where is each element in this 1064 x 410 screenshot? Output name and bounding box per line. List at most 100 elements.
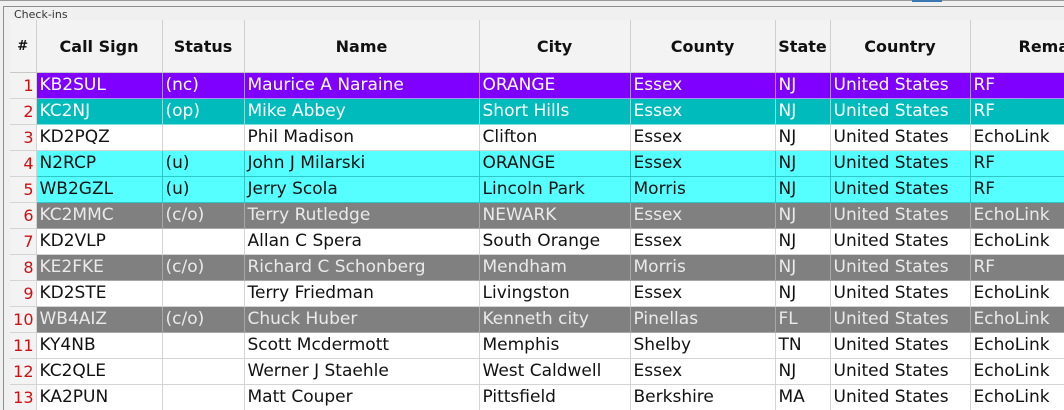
cell-call-sign[interactable]: KC2NJ xyxy=(36,98,163,125)
cell-name[interactable]: Phil Madison xyxy=(244,124,480,151)
cell-country[interactable]: United States xyxy=(830,332,971,359)
column-header-state[interactable]: State xyxy=(775,20,831,73)
cell-status[interactable]: (c/o) xyxy=(162,202,245,229)
cell-remarks[interactable]: RF xyxy=(970,254,1064,281)
cell-call-sign[interactable]: N2RCP xyxy=(36,150,163,177)
cell-remarks[interactable]: EchoLink xyxy=(970,280,1064,307)
cell-call-sign[interactable]: KY4NB xyxy=(36,332,163,359)
cell-city[interactable]: South Orange xyxy=(479,228,631,255)
column-header-county[interactable]: County xyxy=(630,20,776,73)
row-number[interactable]: 2 xyxy=(10,98,37,125)
table-row[interactable]: 11 KY4NB Scott Mcdermott Memphis Shelby TN Uni… xyxy=(10,332,1064,359)
cell-status[interactable]: (c/o) xyxy=(162,254,245,281)
cell-status[interactable] xyxy=(162,358,245,385)
cell-state[interactable]: NJ xyxy=(775,202,831,229)
cell-call-sign[interactable]: WB4AIZ xyxy=(36,306,163,333)
cell-county[interactable]: Morris xyxy=(630,254,776,281)
cell-country[interactable]: United States xyxy=(830,176,971,203)
cell-call-sign[interactable]: KD2STE xyxy=(36,280,163,307)
row-number[interactable]: 11 xyxy=(10,332,37,359)
cell-city[interactable]: West Caldwell xyxy=(479,358,631,385)
cell-county[interactable]: Pinellas xyxy=(630,306,776,333)
cell-county[interactable]: Shelby xyxy=(630,332,776,359)
column-header-name[interactable]: Name xyxy=(244,20,480,73)
cell-state[interactable]: NJ xyxy=(775,150,831,177)
table-row[interactable]: 12 KC2QLE Werner J Staehle West Caldwell Ess… xyxy=(10,358,1064,385)
row-number[interactable]: 6 xyxy=(10,202,37,229)
cell-name[interactable]: Jerry Scola xyxy=(244,176,480,203)
cell-remarks[interactable]: RF xyxy=(970,150,1064,177)
cell-call-sign[interactable]: KD2PQZ xyxy=(36,124,163,151)
cell-state[interactable]: TN xyxy=(775,332,831,359)
cell-country[interactable]: United States xyxy=(830,150,971,177)
cell-state[interactable]: NJ xyxy=(775,358,831,385)
cell-call-sign[interactable]: KE2FKE xyxy=(36,254,163,281)
cell-name[interactable]: Matt Couper xyxy=(244,384,480,410)
cell-city[interactable]: Kenneth city xyxy=(479,306,631,333)
cell-county[interactable]: Essex xyxy=(630,228,776,255)
cell-state[interactable]: FL xyxy=(775,306,831,333)
cell-country[interactable]: United States xyxy=(830,358,971,385)
cell-name[interactable]: Allan C Spera xyxy=(244,228,480,255)
cell-call-sign[interactable]: KC2MMC xyxy=(36,202,163,229)
row-number[interactable]: 12 xyxy=(10,358,37,385)
cell-state[interactable]: NJ xyxy=(775,124,831,151)
cell-country[interactable]: United States xyxy=(830,228,971,255)
column-header-number[interactable]: # xyxy=(10,20,37,73)
row-number[interactable]: 10 xyxy=(10,306,37,333)
cell-name[interactable]: Richard C Schonberg xyxy=(244,254,480,281)
cell-remarks[interactable]: EchoLink xyxy=(970,384,1064,410)
column-header-remarks[interactable]: Rema xyxy=(970,20,1064,73)
cell-status[interactable] xyxy=(162,228,245,255)
cell-county[interactable]: Essex xyxy=(630,124,776,151)
row-number[interactable]: 8 xyxy=(10,254,37,281)
cell-county[interactable]: Essex xyxy=(630,280,776,307)
row-number[interactable]: 3 xyxy=(10,124,37,151)
cell-name[interactable]: Maurice A Naraine xyxy=(244,72,480,99)
row-number[interactable]: 7 xyxy=(10,228,37,255)
cell-status[interactable] xyxy=(162,280,245,307)
cell-status[interactable]: (u) xyxy=(162,150,245,177)
cell-call-sign[interactable]: KC2QLE xyxy=(36,358,163,385)
table-row[interactable]: 7 KD2VLP Allan C Spera South Orange Essex NJ U… xyxy=(10,228,1064,255)
table-row[interactable]: 9 KD2STE Terry Friedman Livingston Essex NJ Un… xyxy=(10,280,1064,307)
cell-status[interactable] xyxy=(162,124,245,151)
cell-name[interactable]: Terry Rutledge xyxy=(244,202,480,229)
cell-status[interactable] xyxy=(162,332,245,359)
table-row[interactable]: 3 KD2PQZ Phil Madison Clifton Essex NJ United … xyxy=(10,124,1064,151)
cell-call-sign[interactable]: WB2GZL xyxy=(36,176,163,203)
cell-remarks[interactable]: RF xyxy=(970,176,1064,203)
cell-county[interactable]: Essex xyxy=(630,98,776,125)
cell-country[interactable]: United States xyxy=(830,384,971,410)
cell-city[interactable]: Livingston xyxy=(479,280,631,307)
table-row[interactable]: 5 WB2GZL (u) Jerry Scola Lincoln Park Morris N… xyxy=(10,176,1064,203)
checkins-grid[interactable]: # Call Sign Status Name City County Stat… xyxy=(10,20,1064,410)
column-header-country[interactable]: Country xyxy=(830,20,971,73)
cell-country[interactable]: United States xyxy=(830,124,971,151)
cell-city[interactable]: Lincoln Park xyxy=(479,176,631,203)
cell-state[interactable]: NJ xyxy=(775,98,831,125)
table-row[interactable]: 13 KA2PUN Matt Couper Pittsfield Berkshire MA… xyxy=(10,384,1064,410)
cell-city[interactable]: Clifton xyxy=(479,124,631,151)
cell-county[interactable]: Essex xyxy=(630,150,776,177)
cell-name[interactable]: Terry Friedman xyxy=(244,280,480,307)
cell-country[interactable]: United States xyxy=(830,202,971,229)
cell-status[interactable]: (c/o) xyxy=(162,306,245,333)
table-row[interactable]: 8 KE2FKE (c/o) Richard C Schonberg Mendham Mo… xyxy=(10,254,1064,281)
cell-name[interactable]: Scott Mcdermott xyxy=(244,332,480,359)
cell-county[interactable]: Essex xyxy=(630,358,776,385)
cell-state[interactable]: NJ xyxy=(775,72,831,99)
cell-country[interactable]: United States xyxy=(830,98,971,125)
cell-remarks[interactable]: RF xyxy=(970,72,1064,99)
cell-status[interactable] xyxy=(162,384,245,410)
cell-status[interactable]: (u) xyxy=(162,176,245,203)
cell-country[interactable]: United States xyxy=(830,254,971,281)
row-number[interactable]: 13 xyxy=(10,384,37,410)
row-number[interactable]: 5 xyxy=(10,176,37,203)
cell-city[interactable]: Mendham xyxy=(479,254,631,281)
cell-remarks[interactable]: EchoLink xyxy=(970,306,1064,333)
table-row[interactable]: 4 N2RCP (u) John J Milarski ORANGE Essex NJ Uni… xyxy=(10,150,1064,177)
cell-state[interactable]: NJ xyxy=(775,176,831,203)
column-header-call-sign[interactable]: Call Sign xyxy=(36,20,163,73)
table-row[interactable]: 10 WB4AIZ (c/o) Chuck Huber Kenneth city Pine… xyxy=(10,306,1064,333)
